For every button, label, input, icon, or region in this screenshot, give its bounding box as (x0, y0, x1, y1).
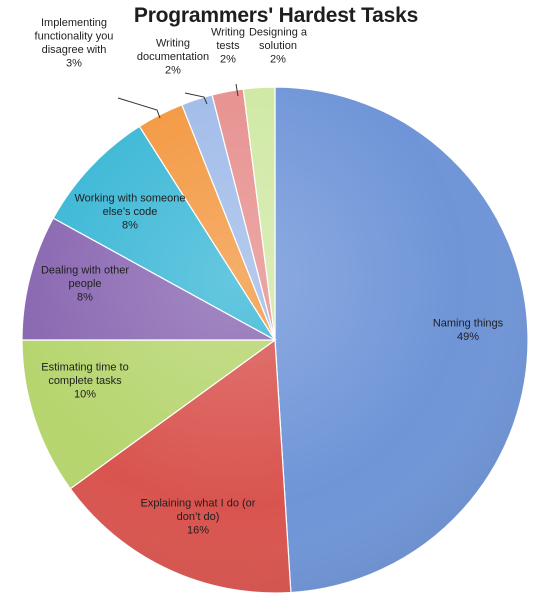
slice-value-label-2: 16% (187, 525, 209, 537)
slice-label-9: Designing a solution (249, 27, 308, 53)
slice-label-3: Estimating time to complete tasks (41, 362, 128, 388)
pie-slice-1 (274, 86, 529, 594)
slice-label-1: Naming things (433, 317, 504, 329)
slice-value-label-4: 8% (77, 292, 93, 304)
slice-value-label-9: 2% (270, 54, 286, 66)
slice-label-5: Working with someone else’s code (74, 193, 185, 219)
leader-line-7 (184, 92, 208, 105)
leader-line-6 (117, 97, 161, 119)
slice-label-2: Explaining what I do (or don’t do) (141, 498, 256, 524)
slice-value-label-7: 2% (165, 65, 181, 77)
slice-value-label-3: 10% (74, 389, 96, 401)
slice-value-label-5: 8% (122, 220, 138, 232)
slice-label-6: Implementing functionality you disagree wi… (35, 17, 114, 56)
slice-value-label-8: 2% (220, 54, 236, 66)
slice-value-label-6: 3% (66, 57, 82, 69)
slice-value-label-1: 49% (457, 331, 479, 343)
chart-title: Programmers' Hardest Tasks (133, 4, 419, 27)
slice-label-4: Dealing with other people (41, 265, 129, 291)
slice-label-8: Writing tests (211, 27, 245, 53)
leader-line-8 (235, 83, 239, 97)
slice-label-7: Writing documentation (137, 38, 209, 64)
